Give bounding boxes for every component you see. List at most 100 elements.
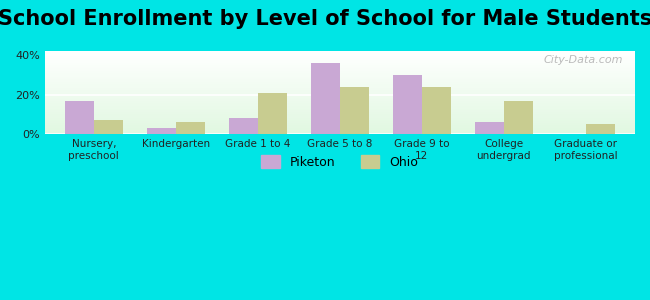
Bar (45, 86, 635, 87)
Bar (45, 77, 635, 78)
Bar (45, 67, 635, 68)
Bar (45, 91, 635, 92)
Bar (45, 52, 635, 53)
Bar (45, 54, 635, 55)
Bar (94, 120, 122, 134)
Bar (45, 93, 635, 94)
Bar (45, 117, 635, 118)
Bar (45, 113, 635, 114)
Bar (45, 74, 635, 75)
Bar (45, 55, 635, 56)
Bar (65, 100, 94, 134)
Bar (45, 94, 635, 95)
Bar (45, 130, 635, 131)
Bar (45, 71, 635, 72)
Text: City-Data.com: City-Data.com (543, 55, 623, 65)
Bar (311, 63, 340, 134)
Bar (475, 122, 504, 134)
Bar (45, 101, 635, 102)
Bar (45, 96, 635, 97)
Bar (45, 99, 635, 100)
Bar (45, 82, 635, 83)
Bar (45, 124, 635, 125)
Bar (45, 112, 635, 113)
Bar (45, 61, 635, 62)
Bar (45, 79, 635, 80)
Bar (45, 53, 635, 54)
Bar (45, 60, 635, 61)
Bar (45, 89, 635, 90)
Bar (45, 84, 635, 85)
Bar (45, 88, 635, 89)
Bar (45, 75, 635, 76)
Bar (45, 58, 635, 59)
Bar (45, 76, 635, 77)
Bar (45, 132, 635, 133)
Bar (45, 59, 635, 60)
Bar (45, 65, 635, 66)
Bar (45, 98, 635, 99)
Bar (45, 111, 635, 112)
Bar (45, 80, 635, 81)
Bar (45, 69, 635, 70)
Bar (45, 122, 635, 123)
Bar (45, 107, 635, 108)
Bar (45, 87, 635, 88)
Bar (45, 56, 635, 57)
Bar (45, 128, 635, 129)
Bar (45, 126, 635, 127)
Bar (147, 128, 176, 134)
Bar (45, 95, 635, 96)
Text: School Enrollment by Level of School for Male Students: School Enrollment by Level of School for… (0, 9, 650, 29)
Bar (45, 110, 635, 111)
Bar (45, 100, 635, 101)
Bar (45, 85, 635, 86)
Bar (45, 127, 635, 128)
Bar (45, 123, 635, 124)
Bar (393, 75, 422, 134)
Bar (45, 92, 635, 93)
Bar (45, 116, 635, 117)
Bar (45, 118, 635, 119)
Bar (45, 81, 635, 82)
Bar (422, 87, 450, 134)
Bar (45, 90, 635, 91)
Bar (45, 105, 635, 106)
Bar (45, 68, 635, 69)
Bar (45, 108, 635, 109)
Bar (45, 131, 635, 132)
Bar (45, 103, 635, 104)
Bar (45, 62, 635, 63)
Bar (45, 125, 635, 126)
Bar (45, 119, 635, 120)
Bar (45, 114, 635, 115)
Bar (45, 121, 635, 122)
Bar (45, 129, 635, 130)
Bar (45, 78, 635, 79)
Bar (45, 104, 635, 105)
Bar (45, 72, 635, 73)
Bar (45, 63, 635, 64)
Bar (45, 57, 635, 58)
Legend: Piketon, Ohio: Piketon, Ohio (256, 150, 423, 174)
Bar (586, 124, 614, 134)
Bar (176, 122, 205, 134)
Bar (45, 133, 635, 134)
Bar (45, 120, 635, 121)
Bar (229, 118, 258, 134)
Bar (45, 70, 635, 71)
Bar (45, 118, 635, 119)
Bar (258, 93, 287, 134)
Bar (45, 102, 635, 103)
Bar (45, 66, 635, 67)
Bar (504, 100, 532, 134)
Bar (45, 64, 635, 65)
Bar (340, 87, 369, 134)
Bar (45, 115, 635, 116)
Bar (45, 51, 635, 52)
Bar (45, 109, 635, 110)
Bar (45, 83, 635, 84)
Bar (45, 97, 635, 98)
Bar (45, 106, 635, 107)
Bar (45, 73, 635, 74)
